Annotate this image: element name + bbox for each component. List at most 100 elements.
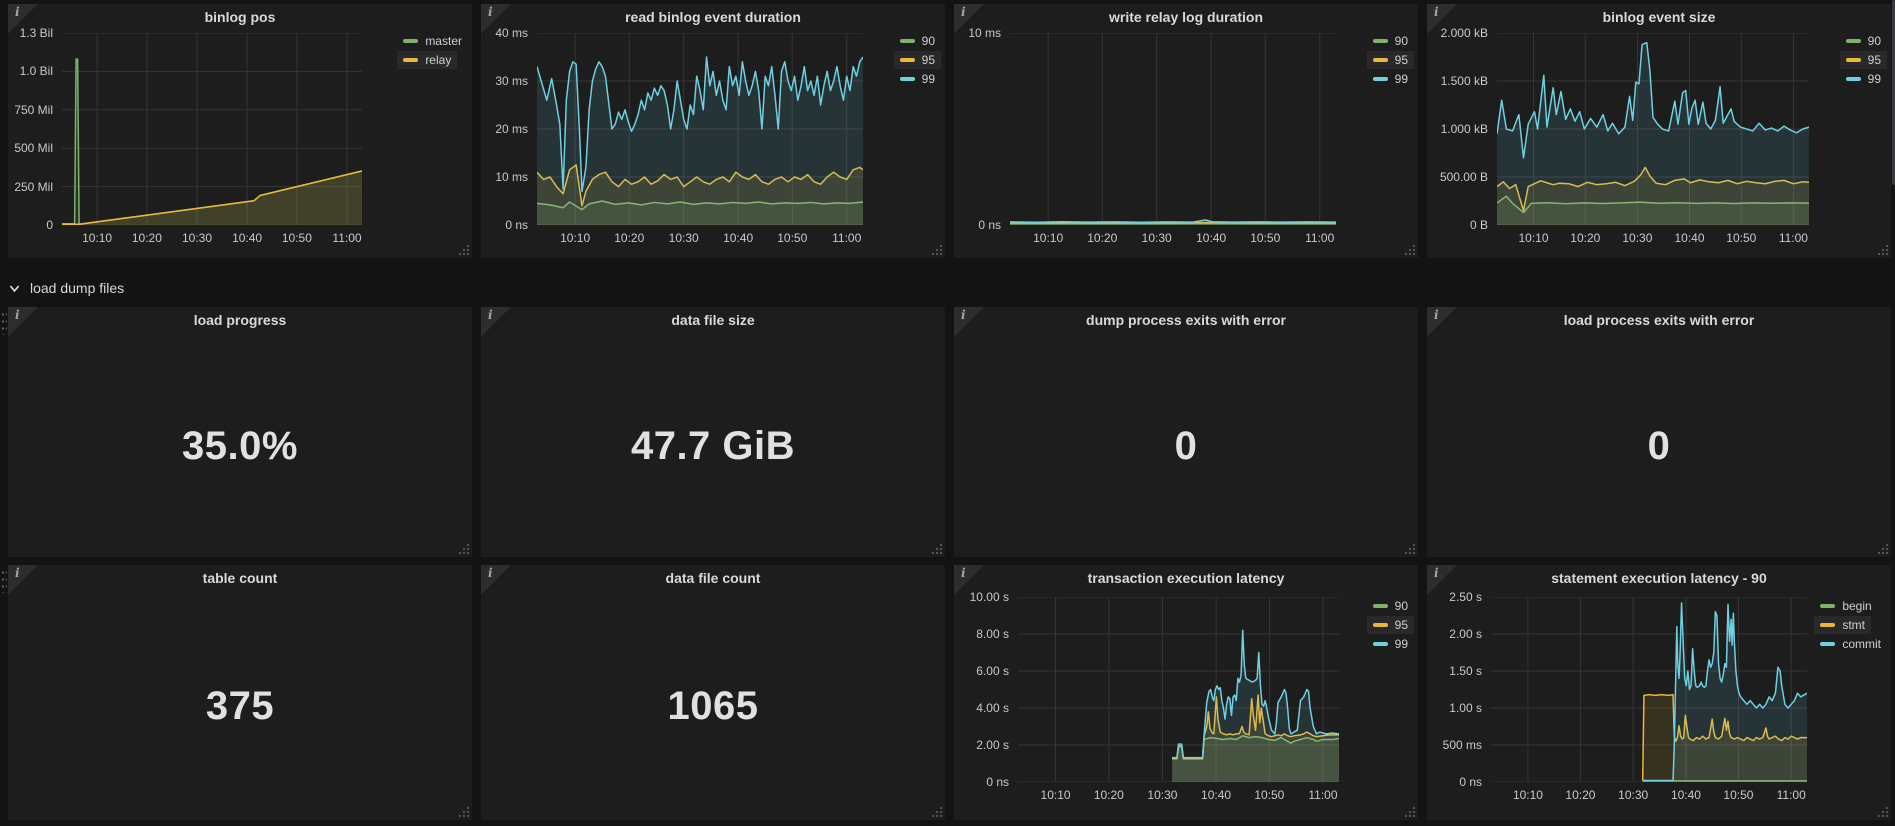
- row-drag-handle[interactable]: [1, 567, 7, 593]
- info-icon[interactable]: i: [1427, 4, 1457, 34]
- legend-item-95[interactable]: 95: [1366, 616, 1414, 634]
- legend-item-90[interactable]: 90: [1367, 32, 1414, 50]
- resize-handle[interactable]: [1403, 243, 1416, 256]
- resize-handle[interactable]: [457, 542, 470, 555]
- plot-area[interactable]: [1018, 597, 1339, 782]
- y-axis: 0 ns 500 ms 1.00 s 1.50 s 2.00 s 2.50 s: [1427, 590, 1482, 789]
- series-line-95: [537, 165, 863, 206]
- info-icon[interactable]: i: [1427, 565, 1457, 595]
- panel-binlog-pos: i binlog pos 0 250 Mil 500 Mil 750 Mil 1.0 B…: [8, 4, 472, 258]
- info-icon[interactable]: i: [481, 4, 511, 34]
- legend-swatch-icon: [403, 58, 419, 62]
- legend-label: 99: [1394, 637, 1408, 651]
- y-tick-label: 250 Mil: [14, 179, 53, 194]
- legend-item-99[interactable]: 99: [1840, 70, 1887, 88]
- info-icon[interactable]: i: [481, 307, 511, 337]
- resize-handle[interactable]: [1403, 805, 1416, 818]
- legend-item-95[interactable]: 95: [893, 51, 941, 69]
- row-drag-handle[interactable]: [1, 309, 7, 335]
- resize-handle[interactable]: [930, 542, 943, 555]
- panel-title[interactable]: load progress: [193, 312, 287, 328]
- row-header-load-dump-files[interactable]: load dump files: [8, 277, 124, 299]
- legend-swatch-icon: [1372, 58, 1388, 62]
- legend-item-90[interactable]: 90: [1367, 597, 1414, 615]
- y-axis: 0 ns 10 ms: [954, 26, 1001, 232]
- panel-binlog-event-size: i binlog event size 0 B 500.00 B 1.000 kB 1…: [1427, 4, 1891, 258]
- panel-title[interactable]: write relay log duration: [1108, 9, 1264, 25]
- y-tick-label: 10.00 s: [969, 590, 1009, 604]
- legend-item-99[interactable]: 99: [1367, 635, 1414, 653]
- y-tick-label: 1.500 kB: [1440, 74, 1488, 88]
- legend-item-stmt[interactable]: stmt: [1814, 616, 1871, 634]
- legend-label: 99: [1867, 72, 1881, 86]
- legend-swatch-icon: [1820, 642, 1836, 646]
- resize-handle[interactable]: [1876, 243, 1889, 256]
- panel-title[interactable]: read binlog event duration: [625, 9, 801, 25]
- x-tick-label: 10:50: [1723, 788, 1754, 802]
- panel-title[interactable]: statement execution latency - 90: [1551, 570, 1767, 586]
- panel-title[interactable]: transaction execution latency: [1087, 570, 1285, 586]
- legend-item-90[interactable]: 90: [1840, 32, 1887, 50]
- legend-item-99[interactable]: 99: [1367, 70, 1414, 88]
- legend-swatch-icon: [1820, 623, 1836, 627]
- info-icon[interactable]: i: [954, 565, 984, 595]
- y-tick-label: 500 ms: [1442, 738, 1482, 752]
- info-icon[interactable]: i: [954, 307, 984, 337]
- resize-handle[interactable]: [457, 805, 470, 818]
- info-icon[interactable]: i: [8, 565, 38, 595]
- info-icon[interactable]: i: [8, 4, 38, 34]
- panel-title[interactable]: table count: [202, 570, 278, 586]
- panel-title[interactable]: data file count: [665, 570, 761, 586]
- info-icon[interactable]: i: [954, 4, 984, 34]
- x-tick-label: 10:50: [1726, 231, 1757, 245]
- legend-item-commit[interactable]: commit: [1814, 635, 1887, 653]
- x-tick-label: 10:20: [1093, 788, 1124, 802]
- plot-area[interactable]: [1497, 33, 1809, 225]
- x-tick-label: 10:50: [1254, 788, 1285, 802]
- resize-handle[interactable]: [930, 805, 943, 818]
- resize-handle[interactable]: [1876, 805, 1889, 818]
- legend-item-begin[interactable]: begin: [1814, 597, 1877, 615]
- legend-item-90[interactable]: 90: [894, 32, 941, 50]
- y-tick-label: 2.00 s: [976, 738, 1009, 752]
- y-tick-label: 1.0 Bil: [19, 64, 53, 79]
- y-tick-label: 20 ms: [495, 122, 528, 136]
- panel-title[interactable]: data file size: [671, 312, 755, 328]
- info-icon[interactable]: i: [481, 565, 511, 595]
- scrollbar-thumb[interactable]: [1892, 0, 1895, 185]
- x-axis: 10:10 10:20 10:30 10:40 10:50 11:00: [1497, 231, 1809, 247]
- legend-item-95[interactable]: 95: [1839, 51, 1887, 69]
- series-line-99: [537, 57, 863, 191]
- y-tick-label: 4.00 s: [976, 701, 1009, 715]
- panel-title[interactable]: binlog pos: [204, 9, 276, 25]
- legend-label: begin: [1842, 599, 1872, 613]
- legend-item-master[interactable]: master: [397, 32, 468, 50]
- legend-item-95[interactable]: 95: [1366, 51, 1414, 69]
- info-icon[interactable]: i: [1427, 307, 1457, 337]
- y-tick-label: 8.00 s: [976, 627, 1009, 641]
- resize-handle[interactable]: [1876, 542, 1889, 555]
- x-axis: 10:10 10:20 10:30 10:40 10:50 11:00: [62, 231, 362, 247]
- panel-title[interactable]: dump process exits with error: [1086, 312, 1286, 328]
- series-area-commit: [1642, 602, 1807, 782]
- info-icon[interactable]: i: [8, 307, 38, 337]
- resize-handle[interactable]: [457, 243, 470, 256]
- panel-load-process-exits-with-error: i load process exits with error 0: [1427, 307, 1891, 557]
- legend-item-99[interactable]: 99: [894, 70, 941, 88]
- plot-area[interactable]: [62, 33, 362, 225]
- panel-title[interactable]: load process exits with error: [1563, 312, 1755, 328]
- panel-title[interactable]: binlog event size: [1602, 9, 1716, 25]
- legend-item-relay[interactable]: relay: [397, 51, 458, 69]
- grid-lines: [1497, 33, 1809, 225]
- plot-area[interactable]: [537, 33, 863, 225]
- resize-handle[interactable]: [1403, 542, 1416, 555]
- legend: 90 95 99: [1839, 32, 1887, 88]
- plot-area[interactable]: [1010, 33, 1336, 225]
- legend-label: 90: [1394, 34, 1408, 48]
- resize-handle[interactable]: [930, 243, 943, 256]
- stat-value: 47.7 GiB: [630, 423, 796, 468]
- x-axis: 10:10 10:20 10:30 10:40 10:50 11:00: [1491, 788, 1807, 804]
- plot-area[interactable]: [1491, 597, 1807, 782]
- series-line-99: [1010, 220, 1336, 222]
- y-tick-label: 0 ns: [986, 775, 1009, 789]
